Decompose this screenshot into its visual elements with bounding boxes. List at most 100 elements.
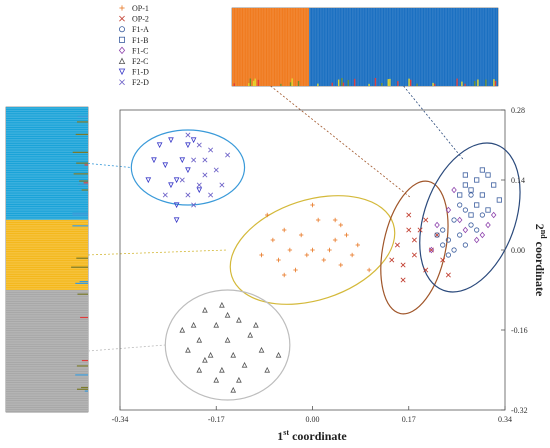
structure-top-admixture <box>368 83 370 86</box>
data-point <box>202 172 208 178</box>
structure-top-admixture <box>331 82 333 86</box>
structure-left-admixture <box>77 184 88 186</box>
data-point <box>462 172 468 178</box>
data-point <box>162 192 168 198</box>
data-point <box>479 212 485 218</box>
data-point <box>219 182 225 188</box>
data-point <box>196 182 202 188</box>
structure-left-admixture <box>77 115 88 118</box>
legend-label: F1-A <box>132 25 149 34</box>
structure-top-admixture <box>433 83 436 86</box>
structure-top-admixture <box>252 80 255 86</box>
structure-top-admixture <box>374 78 377 86</box>
group-ellipse <box>419 142 521 293</box>
data-point <box>474 177 480 183</box>
legend-label: F1-B <box>132 36 148 45</box>
structure-left-admixture <box>72 151 88 153</box>
data-point <box>366 267 372 273</box>
data-point <box>457 202 463 208</box>
data-point <box>451 186 457 194</box>
data-point <box>485 172 491 178</box>
data-point <box>440 242 446 248</box>
structure-top-admixture <box>248 83 250 86</box>
structure-top-admixture <box>381 82 383 86</box>
data-point <box>321 257 327 263</box>
data-point <box>338 222 344 228</box>
data-point <box>327 247 332 253</box>
data-point <box>213 376 220 383</box>
data-point <box>258 346 265 353</box>
data-point <box>491 182 497 188</box>
data-point <box>173 177 180 184</box>
structure-top-cluster <box>309 8 498 86</box>
legend-label: F1-C <box>132 46 148 55</box>
data-point <box>400 277 406 283</box>
x-axis-title: 1st coordinate <box>277 428 347 443</box>
y-tick-label: 0.28 <box>511 106 525 115</box>
y-axis-ticks: 0.28 0.14 0.00 -0.16 -0.32 <box>501 106 528 415</box>
data-point <box>411 237 417 243</box>
data-point <box>417 227 423 233</box>
structure-top-admixture <box>342 82 345 86</box>
data-point <box>202 157 208 163</box>
data-point <box>196 366 203 373</box>
data-point <box>474 202 480 208</box>
y-tick-label: -0.32 <box>511 406 528 415</box>
data-point <box>440 257 446 263</box>
data-point <box>310 247 315 253</box>
data-point <box>445 206 452 214</box>
legend-marker <box>118 68 126 76</box>
structure-top-admixture <box>233 83 236 86</box>
data-point <box>445 252 451 258</box>
group-ellipse <box>164 289 291 401</box>
data-point <box>173 217 180 224</box>
structure-left-admixture <box>76 365 88 367</box>
data-point <box>185 167 191 174</box>
structure-left-admixture <box>72 212 88 214</box>
structure-left-admixture <box>72 225 88 227</box>
structure-top-admixture <box>464 83 466 86</box>
data-point <box>468 212 474 218</box>
data-points <box>145 132 502 393</box>
data-point <box>468 222 474 228</box>
legend-marker <box>118 46 126 55</box>
structure-top-admixture <box>461 81 463 86</box>
structure-top-admixture <box>249 78 252 86</box>
data-point <box>440 227 446 233</box>
structure-left-admixture <box>84 390 88 392</box>
data-point <box>208 147 214 153</box>
data-point <box>230 351 237 358</box>
data-point <box>287 247 293 253</box>
structure-left-admixture <box>81 189 88 191</box>
data-point <box>236 316 242 323</box>
legend-label: F2-D <box>132 78 149 87</box>
data-point <box>196 336 203 343</box>
data-point <box>434 232 440 238</box>
structure-left-admixture <box>73 173 88 175</box>
data-point <box>196 142 202 148</box>
data-point <box>479 167 485 173</box>
data-point <box>423 267 429 273</box>
structure-top-admixture <box>353 78 356 86</box>
legend-marker <box>119 5 125 11</box>
legend-label: OP-1 <box>132 4 149 13</box>
data-point <box>281 272 287 278</box>
data-point <box>151 157 157 164</box>
x-tick-label: 0.17 <box>402 415 416 424</box>
connector-line <box>87 249 228 256</box>
data-point <box>208 192 214 198</box>
group-ellipse <box>229 195 396 305</box>
data-point <box>406 212 412 218</box>
data-point <box>479 231 486 239</box>
plot-area <box>119 109 506 411</box>
data-point <box>298 232 304 238</box>
structure-left-admixture <box>79 180 88 182</box>
y-tick-label: 0.00 <box>511 246 525 255</box>
data-point <box>349 252 355 258</box>
structure-top-admixture <box>257 79 260 86</box>
structure-left-admixture <box>75 282 88 285</box>
structure-barplot-left <box>5 106 89 413</box>
data-point <box>479 192 485 198</box>
legend-marker <box>119 15 125 22</box>
